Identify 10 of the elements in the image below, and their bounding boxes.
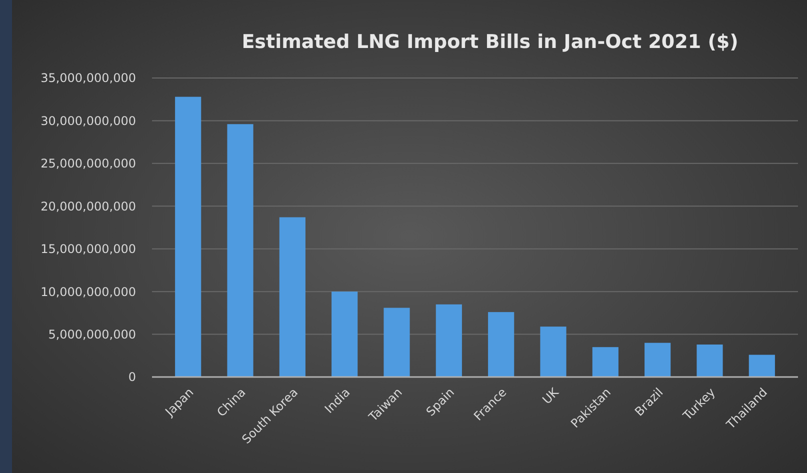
y-tick-label: 25,000,000,000 bbox=[40, 156, 136, 171]
y-tick-label: 35,000,000,000 bbox=[40, 71, 136, 86]
y-tick-label: 5,000,000,000 bbox=[48, 327, 136, 342]
y-tick-label: 0 bbox=[128, 370, 136, 384]
y-tick-label: 15,000,000,000 bbox=[40, 242, 136, 256]
x-tick-label: UK bbox=[540, 384, 562, 407]
chart-title: Estimated LNG Import Bills in Jan-Oct 2021 ($) bbox=[242, 31, 738, 53]
y-tick-label: 30,000,000,000 bbox=[40, 114, 136, 128]
y-tick-label: 10,000,000,000 bbox=[40, 284, 136, 299]
y-tick-label: 20,000,000,000 bbox=[40, 199, 136, 214]
